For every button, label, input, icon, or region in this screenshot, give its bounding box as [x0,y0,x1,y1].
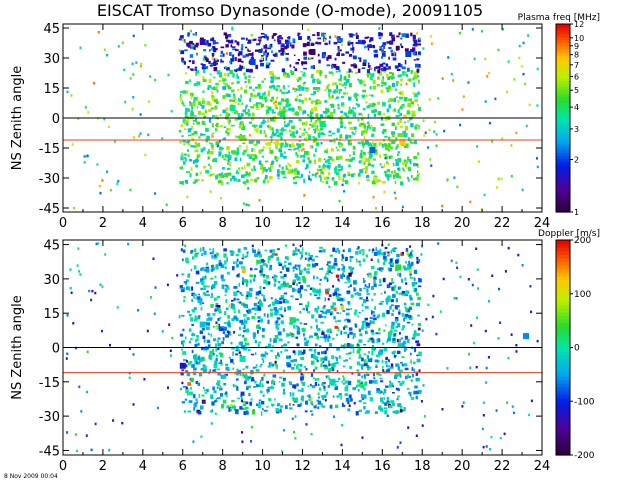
y-tick-label: -45 [39,444,60,459]
footer-timestamp: 8 Nov 2009 00:04 [4,473,58,480]
x-tick-label: 0 [59,459,67,474]
y-tick-label: 15 [43,307,60,322]
data-cell [249,59,256,65]
y-axis-label: NS Zenith angle [10,295,25,399]
data-cell [319,121,326,127]
x-tick-label: 8 [219,216,227,231]
x-tick-label: 22 [494,216,511,231]
data-cell [399,139,406,145]
x-tick-label: 10 [254,459,271,474]
x-tick-label: 12 [294,216,311,231]
x-tick-label: 12 [294,459,311,474]
y-tick-label: 0 [52,342,60,357]
data-cell [523,333,529,340]
x-tick-label: 4 [139,216,147,231]
y-tick-label: 0 [52,112,60,127]
plasma-frequency-panel: 0 2 4 6 8 10 12 14 16 18 20 22 24-45-30-150153045NS … [10,13,600,231]
y-axis-label: NS Zenith angle [10,66,25,170]
x-tick-label: 16 [374,216,391,231]
x-tick-label: 2 [99,216,107,231]
x-tick-label: 22 [494,459,511,474]
x-tick-label: 24 [534,459,551,474]
data-cell [239,355,246,362]
colorbar-tick-label: 200 [574,236,591,246]
y-tick-label: -30 [39,410,60,425]
y-tick-label: 30 [43,273,60,288]
colorbar-tick-label: 12 [574,20,584,29]
colorbar-label: Doppler [m/s] [538,229,600,239]
colorbar-tick-label: -100 [574,397,595,407]
data-cell [405,51,412,57]
x-tick-label: 8 [219,459,227,474]
colorbar-tick-label: 6 [574,72,579,81]
echo-texture [65,242,539,453]
colorbar-tick-label: 7 [574,61,579,70]
colorbar-label: Plasma freq [MHz] [518,13,600,23]
x-tick-label: 0 [59,216,67,231]
data-cell [229,105,236,111]
echo-texture [66,26,539,211]
data-cell [239,135,246,141]
x-tick-label: 10 [254,216,271,231]
data-cell [329,378,336,385]
x-tick-label: 24 [534,216,551,231]
x-tick-label: 20 [454,216,471,231]
x-tick-label: 18 [414,216,431,231]
y-tick-label: 15 [43,82,60,97]
x-tick-label: 6 [179,216,187,231]
x-tick-label: 6 [179,459,187,474]
data-cell [289,317,296,324]
chart-title: EISCAT Tromso Dynasonde (O-mode), 200911… [97,1,483,20]
colorbar-tick-label: 10 [574,34,584,43]
colorbar-tick-label: -200 [574,451,595,461]
data-cell [199,39,206,45]
y-tick-label: 45 [43,22,60,37]
data-cell [395,264,402,271]
colorbar-tick-label: 1 [574,208,579,217]
colorbar-tick-label: 9 [574,42,579,51]
colorbar-tick-label: 8 [574,51,579,60]
x-tick-label: 2 [99,459,107,474]
data-cell [279,111,286,117]
y-tick-label: 30 [43,52,60,67]
colorbar-tick-label: 3 [574,125,579,134]
y-tick-label: -15 [39,376,60,391]
x-tick-label: 14 [334,459,351,474]
y-tick-label: -45 [39,202,60,217]
y-tick-label: -30 [39,172,60,187]
colorbar-tick-label: 5 [574,86,579,95]
y-tick-label: 45 [43,239,60,254]
x-tick-label: 4 [139,459,147,474]
data-cell [309,49,316,55]
data-cell [369,147,376,153]
data-cell [179,362,186,369]
x-tick-label: 16 [374,459,391,474]
x-tick-label: 20 [454,459,471,474]
data-cell [199,321,206,328]
x-tick-label: 18 [414,459,431,474]
colorbar-tick-label: 4 [574,103,579,112]
y-tick-label: -15 [39,142,60,157]
doppler-panel: 0 2 4 6 8 10 12 14 16 18 20 22 24-45-30-150153045NS … [10,229,600,474]
colorbar-tick-label: 0 [574,344,580,354]
colorbar-tick-label: 100 [574,290,591,300]
x-tick-label: 14 [334,216,351,231]
colorbar-tick-label: 2 [574,156,579,165]
